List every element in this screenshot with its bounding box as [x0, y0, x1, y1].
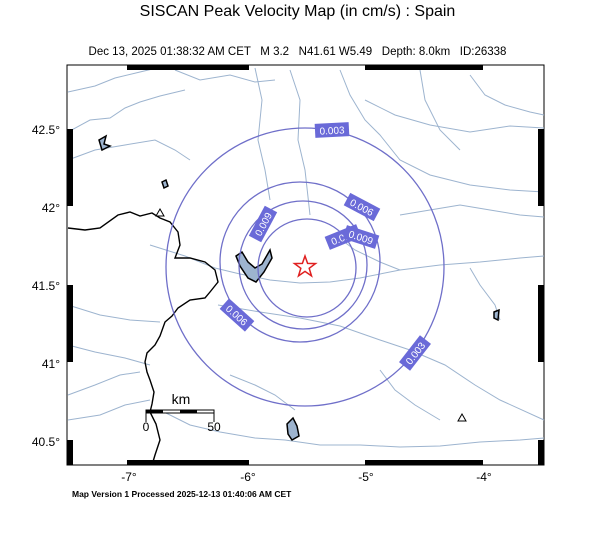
lon-label: -5° [358, 470, 374, 484]
river [364, 99, 545, 133]
event-magnitude: M 3.2 [260, 46, 290, 58]
lon-label: -4° [476, 470, 492, 484]
reservoir [493, 308, 500, 322]
event-info: Dec 13, 2025 01:38:32 AM CET M 3.2 N41.6… [0, 46, 595, 58]
station-triangle [457, 412, 467, 422]
latitude-labels: 42.5° 42° 41.5° 41° 40.5° [32, 123, 60, 449]
contour-0012 [257, 218, 357, 318]
national-border [67, 211, 219, 466]
longitude-labels: -7° -6° -5° -4° [121, 470, 492, 484]
river [289, 69, 311, 216]
lon-label: -6° [240, 470, 256, 484]
lat-label: 42.5° [32, 123, 60, 137]
reservoir [235, 248, 273, 283]
river [339, 69, 545, 193]
river [229, 374, 296, 411]
river [67, 344, 151, 366]
lat-label: 40.5° [32, 435, 60, 449]
lat-label: 42° [42, 201, 60, 215]
river [469, 74, 545, 116]
river [399, 204, 545, 218]
scale-start: 0 [143, 420, 150, 434]
reservoir [161, 178, 169, 190]
river [254, 67, 271, 201]
scale-unit: km [172, 391, 191, 407]
river [67, 139, 191, 161]
lat-label: 41.5° [32, 279, 60, 293]
frame-ticks [67, 65, 544, 465]
epicenter-star [292, 253, 318, 278]
lon-label: -7° [121, 470, 137, 484]
river [379, 369, 441, 421]
event-location: N41.61 W5.49 [298, 46, 373, 58]
contours [165, 127, 445, 407]
river-duero [149, 244, 545, 284]
river [67, 89, 186, 133]
event-depth: Depth: 8.0km [381, 46, 451, 58]
contour-0006 [219, 181, 381, 343]
scale-bar: km 0 50 [143, 391, 221, 434]
river [67, 304, 161, 323]
contour-0009 [238, 200, 368, 330]
reservoir [286, 416, 300, 441]
river [174, 69, 276, 83]
river-tajo [159, 409, 545, 448]
contour-label: 0.003 [314, 122, 350, 138]
stations [155, 207, 467, 422]
station-triangle [155, 207, 165, 217]
river [419, 69, 461, 151]
map-frame [66, 64, 545, 466]
scale-end: 50 [207, 420, 221, 434]
map-title: SISCAN Peak Velocity Map (in cm/s) : Spa… [139, 3, 456, 20]
svg-text:0.003: 0.003 [319, 125, 345, 137]
contour-0003 [165, 127, 445, 407]
reservoir [98, 134, 112, 152]
lat-label: 41° [42, 357, 60, 371]
reservoirs [98, 134, 500, 441]
event-id: ID:26338 [459, 46, 507, 58]
event-datetime: Dec 13, 2025 01:38:32 AM CET [88, 46, 251, 58]
river [217, 304, 545, 421]
river [67, 371, 141, 396]
river [67, 399, 151, 421]
map-footer: Map Version 1 Processed 2025-12-13 01:40… [72, 489, 292, 499]
